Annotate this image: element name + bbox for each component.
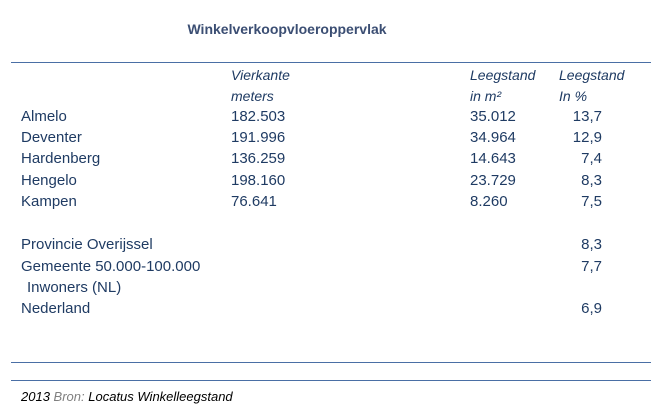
comparison-name: Nederland: [21, 300, 91, 317]
source-year: 2013: [21, 389, 50, 404]
comparison-pct: 7,7: [581, 258, 602, 275]
table-row: Hardenberg 136.259 14.643 7,4: [0, 148, 656, 169]
row-city: Hardenberg: [21, 150, 101, 167]
row-vacancy-m2: 23.729: [470, 172, 516, 189]
row-vacancy-m2: 8.260: [470, 193, 508, 210]
row-city: Kampen: [21, 193, 77, 210]
row-vacancy-m2: 35.012: [470, 108, 516, 125]
comparison-pct: 6,9: [581, 300, 602, 317]
source-text: Locatus Winkelleegstand: [88, 389, 233, 404]
comparison-pct: 8,3: [581, 236, 602, 253]
table-row: Kampen 76.641 8.260 7,5: [0, 191, 656, 212]
comparison-row: Gemeente 50.000-100.000 Inwoners (NL) 7,…: [0, 256, 656, 298]
header-vacancy-m2-line1: Leegstand: [470, 67, 536, 83]
row-square-meters: 198.160: [231, 172, 286, 189]
header-square-meters: Vierkante meters: [231, 65, 290, 107]
row-square-meters: 76.641: [231, 193, 277, 210]
header-square-meters-line1: Vierkante: [231, 67, 290, 83]
header-vacancy-m2-line2: in m²: [470, 88, 502, 104]
footer-divider: [11, 380, 651, 381]
header-square-meters-line2: meters: [231, 88, 274, 104]
source-note: 2013 Bron: Locatus Winkelleegstand: [21, 389, 233, 404]
row-vacancy-pct: 7,5: [581, 193, 602, 210]
comparison-row: Nederland 6,9: [0, 298, 656, 319]
table-title: Winkelverkoopvloeroppervlak: [187, 21, 387, 37]
row-vacancy-pct: 13,7: [572, 108, 602, 125]
table-row: Almelo 182.503 35.012 13,7: [0, 106, 656, 127]
row-vacancy-pct: 8,3: [581, 172, 602, 189]
row-square-meters: 191.996: [231, 129, 286, 146]
header-vacancy-m2: Leegstand in m²: [470, 65, 535, 107]
row-vacancy-m2: 14.643: [470, 150, 516, 167]
table-row: Deventer 191.996 34.964 12,9: [0, 127, 656, 148]
comparison-name: Provincie Overijssel: [21, 236, 153, 253]
row-vacancy-pct: 12,9: [572, 129, 602, 146]
header-vacancy-pct-line1: Leegstand: [559, 67, 625, 83]
row-city: Almelo: [21, 108, 67, 125]
bottom-divider: [11, 362, 651, 363]
row-square-meters: 136.259: [231, 150, 286, 167]
row-vacancy-pct: 7,4: [581, 150, 602, 167]
header-vacancy-pct: Leegstand In %: [559, 65, 624, 107]
comparison-name-line1: Gemeente 50.000-100.000: [21, 258, 201, 275]
comparison-name-line2: Inwoners (NL): [27, 279, 122, 296]
row-vacancy-m2: 34.964: [470, 129, 516, 146]
row-city: Deventer: [21, 129, 82, 146]
row-square-meters: 182.503: [231, 108, 286, 125]
table-row: Hengelo 198.160 23.729 8,3: [0, 170, 656, 191]
source-label: Bron:: [53, 389, 85, 404]
top-divider: [11, 62, 651, 63]
comparison-row: Provincie Overijssel 8,3: [0, 234, 656, 255]
row-city: Hengelo: [21, 172, 77, 189]
header-vacancy-pct-line2: In %: [559, 88, 588, 104]
